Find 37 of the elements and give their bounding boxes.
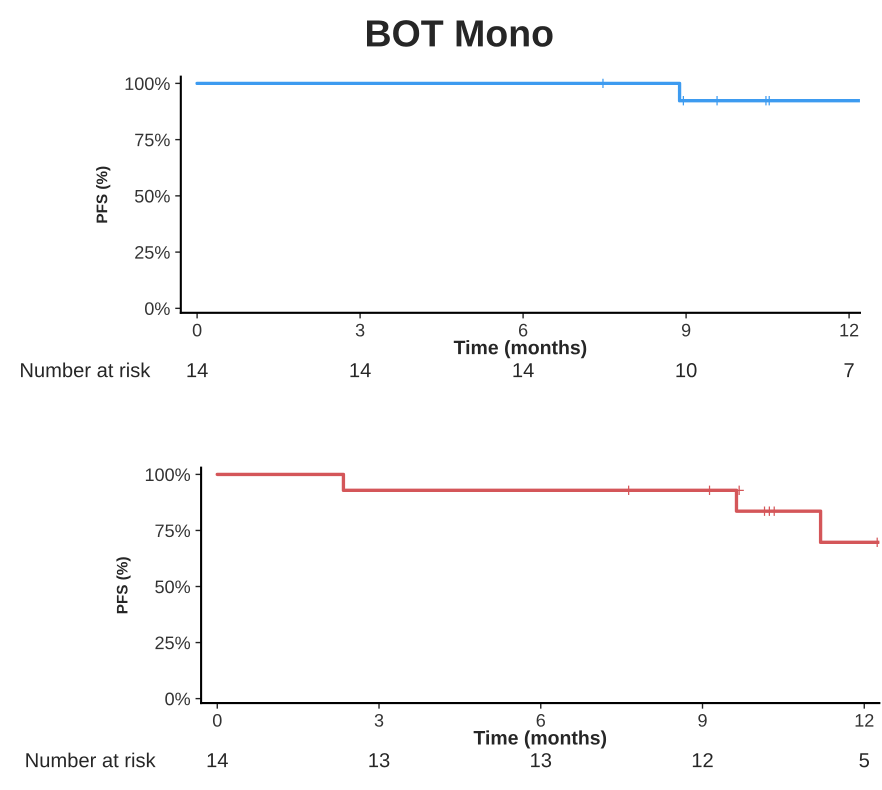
text: Number at risk	[26, 752, 156, 768]
text: 5	[859, 753, 870, 768]
y-tick-label: 25%	[135, 246, 170, 259]
x-tick-label: 9	[698, 714, 707, 727]
y-tick-label: 50%	[134, 190, 170, 203]
y-tick-label: 0%	[145, 302, 170, 316]
text: 13	[531, 753, 552, 768]
x-tick-label: 12	[856, 714, 874, 727]
y-tick-label: 25%	[155, 636, 190, 650]
x-tick-label: 0	[212, 714, 222, 727]
text: 14	[513, 363, 534, 378]
y-axis-title: PFS (%)	[96, 166, 110, 223]
text: 12	[692, 753, 713, 768]
x-tick-label: 3	[374, 714, 384, 727]
text: 10	[676, 363, 697, 378]
x-tick-label: 9	[682, 324, 690, 337]
text: 14	[208, 753, 228, 768]
x-tick-label: 12	[840, 324, 858, 336]
text: 13	[369, 753, 390, 768]
y-tick-label: 75%	[155, 524, 190, 538]
x-tick-label: 6	[536, 714, 545, 727]
chart-title: BOT Mono	[367, 20, 553, 47]
y-tick-label: 75%	[135, 134, 170, 146]
y-axis-title: PFS (%)	[116, 557, 131, 614]
text: 14	[350, 363, 371, 378]
x-axis-title: Time (months)	[474, 730, 606, 748]
x-tick-label: 6	[518, 324, 528, 337]
y-tick-label: 100%	[146, 468, 190, 482]
text: 7	[844, 363, 854, 378]
text: Number at risk	[21, 362, 150, 378]
text: 14	[187, 363, 208, 378]
x-tick-label: 3	[356, 324, 364, 337]
y-tick-label: 0%	[165, 692, 190, 706]
y-tick-label: 50%	[155, 580, 190, 594]
x-tick-label: 0	[192, 324, 202, 337]
x-axis-title: Time (months)	[454, 340, 586, 358]
y-tick-label: 100%	[126, 77, 170, 90]
